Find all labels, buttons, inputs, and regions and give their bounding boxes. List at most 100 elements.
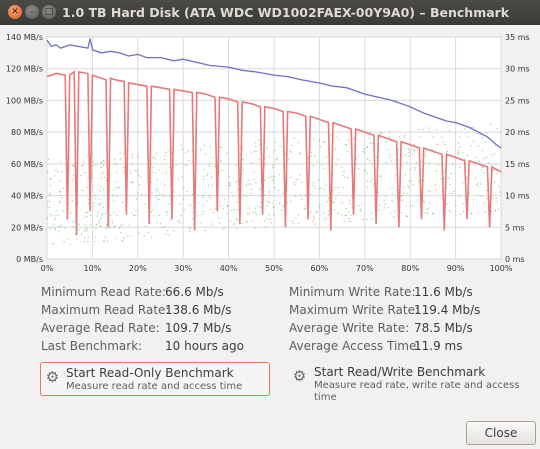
access-time-point — [313, 215, 315, 217]
access-time-point — [253, 150, 255, 152]
access-time-point — [233, 209, 235, 211]
access-time-point — [152, 171, 154, 173]
access-time-point — [345, 214, 347, 217]
access-time-point — [166, 211, 169, 213]
access-time-point — [135, 198, 138, 200]
access-time-point — [205, 192, 207, 194]
access-time-point — [319, 204, 321, 206]
access-time-point — [91, 173, 93, 175]
access-time-point — [229, 185, 231, 187]
access-time-point — [334, 148, 337, 151]
window-maximize-icon[interactable]: □ — [42, 5, 56, 19]
access-time-point — [377, 209, 380, 212]
access-time-point — [104, 236, 106, 238]
access-time-point — [223, 227, 225, 229]
access-time-point — [119, 158, 122, 160]
access-time-point — [279, 145, 281, 148]
access-time-point — [457, 153, 460, 155]
access-time-point — [99, 204, 101, 206]
access-time-point — [445, 151, 448, 153]
access-time-point — [202, 175, 205, 177]
start-read-only-benchmark-button[interactable]: ⚙ Start Read-Only Benchmark Measure read… — [40, 362, 270, 396]
access-time-point — [477, 185, 479, 187]
window-close-icon[interactable]: ✕ — [8, 5, 22, 19]
access-time-point — [78, 223, 81, 226]
access-time-point — [46, 217, 48, 220]
access-time-point — [435, 170, 437, 172]
start-read-write-benchmark-button[interactable]: ⚙ Start Read/Write Benchmark Measure rea… — [289, 362, 520, 404]
access-time-point — [316, 160, 319, 163]
x-tick-label: 90% — [447, 264, 465, 273]
access-time-point — [97, 211, 99, 213]
access-time-point — [58, 190, 61, 193]
access-time-point — [218, 217, 220, 219]
access-time-point — [150, 163, 153, 166]
y-right-tick-label: 0 ms — [505, 255, 525, 264]
access-time-point — [431, 148, 433, 151]
access-time-point — [309, 193, 311, 196]
access-time-point — [202, 210, 205, 213]
access-time-point — [297, 141, 300, 144]
close-button[interactable]: Close — [466, 421, 536, 445]
access-time-point — [181, 176, 183, 178]
access-time-point — [55, 214, 57, 217]
access-time-point — [245, 154, 247, 156]
min-read-label: Minimum Read Rate: — [41, 285, 166, 299]
access-time-point — [143, 203, 146, 205]
access-time-point — [481, 149, 483, 152]
access-time-point — [188, 159, 190, 162]
access-time-point — [259, 195, 262, 197]
access-time-point — [282, 192, 285, 195]
access-time-point — [178, 219, 181, 221]
access-time-point — [273, 180, 275, 183]
access-time-point — [132, 181, 134, 184]
access-time-point — [254, 207, 257, 209]
access-time-point — [98, 198, 101, 200]
y-left-tick-label: 100 MB/s — [6, 96, 43, 105]
access-time-point — [93, 202, 95, 204]
access-time-point — [316, 210, 319, 213]
access-time-point — [73, 177, 76, 180]
access-time-point — [86, 228, 89, 230]
access-time-point — [326, 156, 328, 158]
access-time-point — [394, 174, 396, 176]
window-minimize-icon[interactable]: – — [25, 5, 39, 19]
access-time-point — [205, 153, 207, 155]
access-time-point — [289, 150, 292, 152]
access-time-point — [359, 210, 362, 212]
access-time-point — [426, 208, 428, 211]
access-time-point — [173, 190, 175, 193]
access-time-point — [411, 205, 414, 207]
access-time-point — [121, 240, 123, 242]
access-time-point — [295, 179, 297, 181]
access-time-point — [484, 211, 487, 213]
access-time-point — [496, 173, 498, 175]
access-time-point — [404, 134, 406, 137]
access-time-point — [94, 236, 96, 239]
access-time-point — [463, 128, 466, 130]
access-time-point — [84, 228, 87, 230]
access-time-point — [319, 146, 322, 148]
access-time-point — [406, 161, 408, 163]
access-time-point — [283, 206, 285, 208]
access-time-point — [71, 200, 73, 202]
access-time-point — [93, 195, 96, 197]
access-time-point — [312, 165, 314, 167]
access-time-point — [130, 212, 133, 215]
access-time-point — [101, 212, 104, 215]
access-time-point — [101, 202, 103, 204]
access-time-point — [167, 203, 170, 205]
access-time-point — [47, 171, 49, 173]
access-time-point — [154, 158, 157, 160]
access-time-point — [111, 222, 114, 224]
access-time-point — [272, 205, 275, 208]
access-time-point — [95, 228, 97, 230]
access-time-point — [472, 126, 475, 128]
access-time-point — [58, 225, 60, 228]
access-time-point — [388, 131, 391, 133]
access-time-point — [163, 158, 166, 161]
access-time-point — [366, 147, 369, 149]
access-time-point — [313, 187, 316, 189]
access-time-point — [150, 181, 153, 184]
access-time-point — [301, 198, 303, 200]
